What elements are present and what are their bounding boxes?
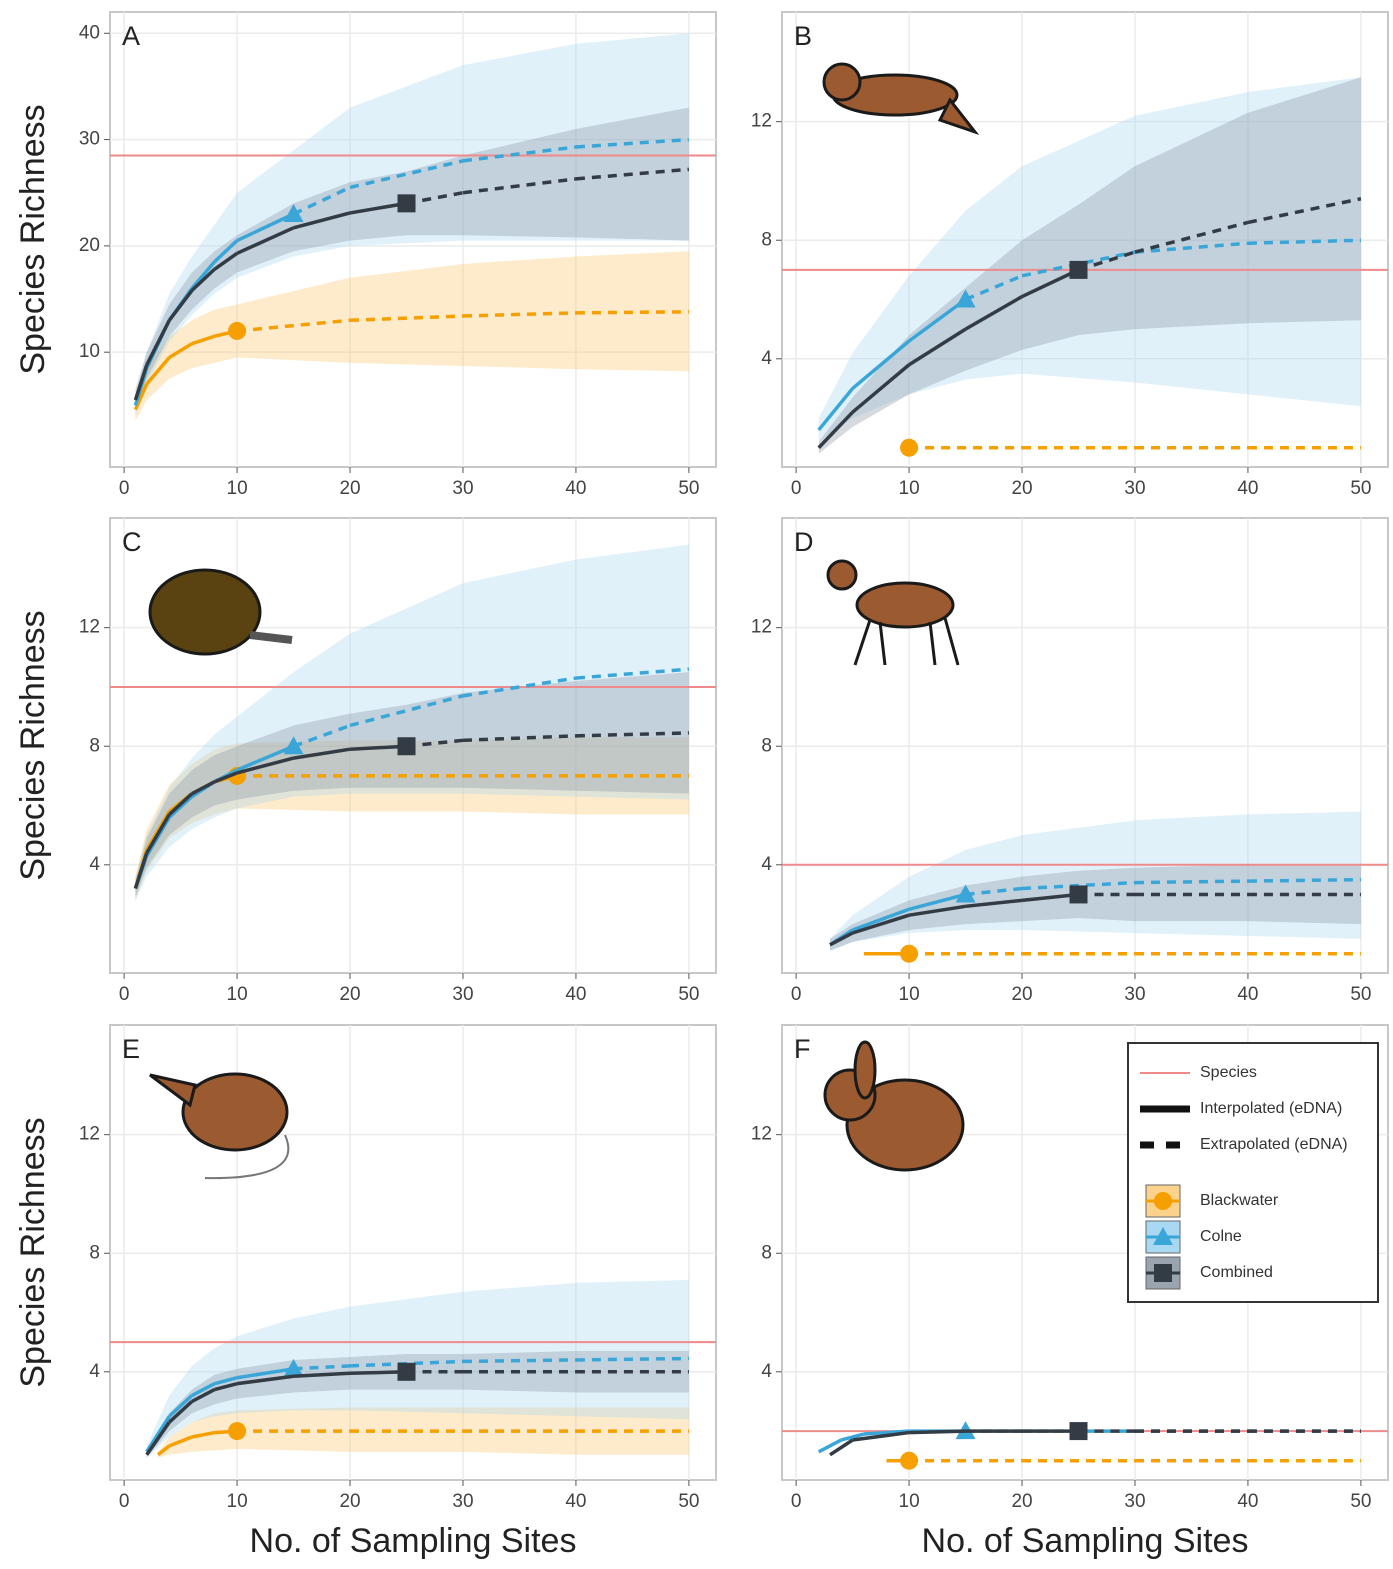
x-tick-label: 50 (1350, 1491, 1371, 1512)
y-tick-label: 8 (89, 735, 100, 756)
interpolated-line (909, 1431, 965, 1432)
observed-marker (900, 439, 918, 457)
x-tick-label: 50 (1350, 478, 1371, 499)
x-tick-label: 20 (339, 478, 360, 499)
y-axis-title: Species Richness (14, 104, 52, 374)
observed-marker (900, 945, 918, 963)
x-tick-label: 30 (452, 984, 473, 1005)
observed-marker (398, 1363, 416, 1381)
x-tick-label: 20 (1011, 478, 1032, 499)
x-tick-label: 30 (1124, 984, 1145, 1005)
x-tick-label: 50 (678, 1491, 699, 1512)
extrapolated-line (1248, 880, 1361, 881)
x-tick-label: 10 (227, 478, 248, 499)
x-tick-label: 20 (1011, 984, 1032, 1005)
panel-letter: C (122, 527, 142, 557)
y-tick-label: 4 (761, 348, 772, 369)
y-tick-label: 4 (89, 854, 100, 875)
y-tick-label: 8 (761, 1242, 772, 1263)
x-tick-label: 10 (899, 1491, 920, 1512)
x-tick-label: 0 (791, 984, 802, 1005)
y-tick-label: 12 (751, 1124, 772, 1145)
observed-marker (900, 1452, 918, 1470)
x-tick-label: 40 (1237, 984, 1258, 1005)
legend-label: Species (1200, 1064, 1257, 1081)
x-tick-label: 0 (119, 478, 130, 499)
x-tick-label: 40 (1237, 478, 1258, 499)
observed-marker (228, 1422, 246, 1440)
y-tick-label: 12 (79, 617, 100, 638)
y-tick-label: 8 (761, 229, 772, 250)
panel-letter: D (794, 527, 814, 557)
y-axis-title: Species Richness (14, 610, 52, 880)
y-tick-label: 12 (79, 1124, 100, 1145)
x-tick-label: 40 (565, 1491, 586, 1512)
extrapolated-line (576, 312, 689, 313)
x-tick-label: 50 (678, 984, 699, 1005)
panel-letter: A (122, 21, 140, 51)
y-tick-label: 12 (751, 111, 772, 132)
x-tick-label: 30 (1124, 1491, 1145, 1512)
x-tick-label: 50 (678, 478, 699, 499)
y-tick-label: 4 (761, 854, 772, 875)
figure: 0102030405010203040ASpecies Richness0102… (0, 0, 1393, 1569)
x-tick-label: 0 (791, 478, 802, 499)
x-tick-label: 0 (791, 1491, 802, 1512)
x-tick-label: 0 (119, 1491, 130, 1512)
x-axis-title: No. of Sampling Sites (250, 1522, 577, 1560)
x-tick-label: 30 (1124, 478, 1145, 499)
y-tick-label: 30 (79, 129, 100, 150)
y-tick-label: 40 (79, 22, 100, 43)
x-tick-label: 20 (339, 984, 360, 1005)
observed-marker (228, 322, 246, 340)
panel-letter: B (794, 21, 812, 51)
y-tick-label: 12 (751, 617, 772, 638)
x-tick-label: 50 (1350, 984, 1371, 1005)
x-tick-label: 40 (565, 984, 586, 1005)
x-tick-label: 10 (227, 984, 248, 1005)
legend-label: Colne (1200, 1228, 1242, 1245)
panel-letter: F (794, 1034, 811, 1064)
panel-letter: E (122, 1034, 140, 1064)
observed-marker (398, 194, 416, 212)
x-tick-label: 20 (1011, 1491, 1032, 1512)
x-tick-label: 10 (899, 478, 920, 499)
x-tick-label: 40 (565, 478, 586, 499)
legend-marker (1154, 1264, 1172, 1282)
y-axis-title: Species Richness (14, 1117, 52, 1387)
observed-marker (398, 737, 416, 755)
x-tick-label: 10 (899, 984, 920, 1005)
observed-marker (1070, 261, 1088, 279)
legend-label: Interpolated (eDNA) (1200, 1100, 1342, 1117)
legend-marker (1154, 1192, 1172, 1210)
legend-label: Blackwater (1200, 1192, 1279, 1209)
y-tick-label: 8 (761, 735, 772, 756)
x-tick-label: 40 (1237, 1491, 1258, 1512)
extrapolated-line (576, 1358, 689, 1359)
x-tick-label: 30 (452, 1491, 473, 1512)
x-tick-label: 10 (227, 1491, 248, 1512)
x-tick-label: 30 (452, 478, 473, 499)
y-tick-label: 4 (761, 1361, 772, 1382)
observed-marker (1070, 885, 1088, 903)
y-tick-label: 20 (79, 235, 100, 256)
x-tick-label: 20 (339, 1491, 360, 1512)
y-tick-label: 8 (89, 1242, 100, 1263)
y-tick-label: 4 (89, 1361, 100, 1382)
observed-marker (1070, 1422, 1088, 1440)
legend-label: Combined (1200, 1264, 1273, 1281)
x-axis-title: No. of Sampling Sites (922, 1522, 1249, 1560)
x-tick-label: 0 (119, 984, 130, 1005)
y-tick-label: 10 (79, 341, 100, 362)
legend-label: Extrapolated (eDNA) (1200, 1136, 1348, 1153)
extrapolated-line (463, 1360, 576, 1361)
extrapolated-line (1135, 881, 1248, 882)
